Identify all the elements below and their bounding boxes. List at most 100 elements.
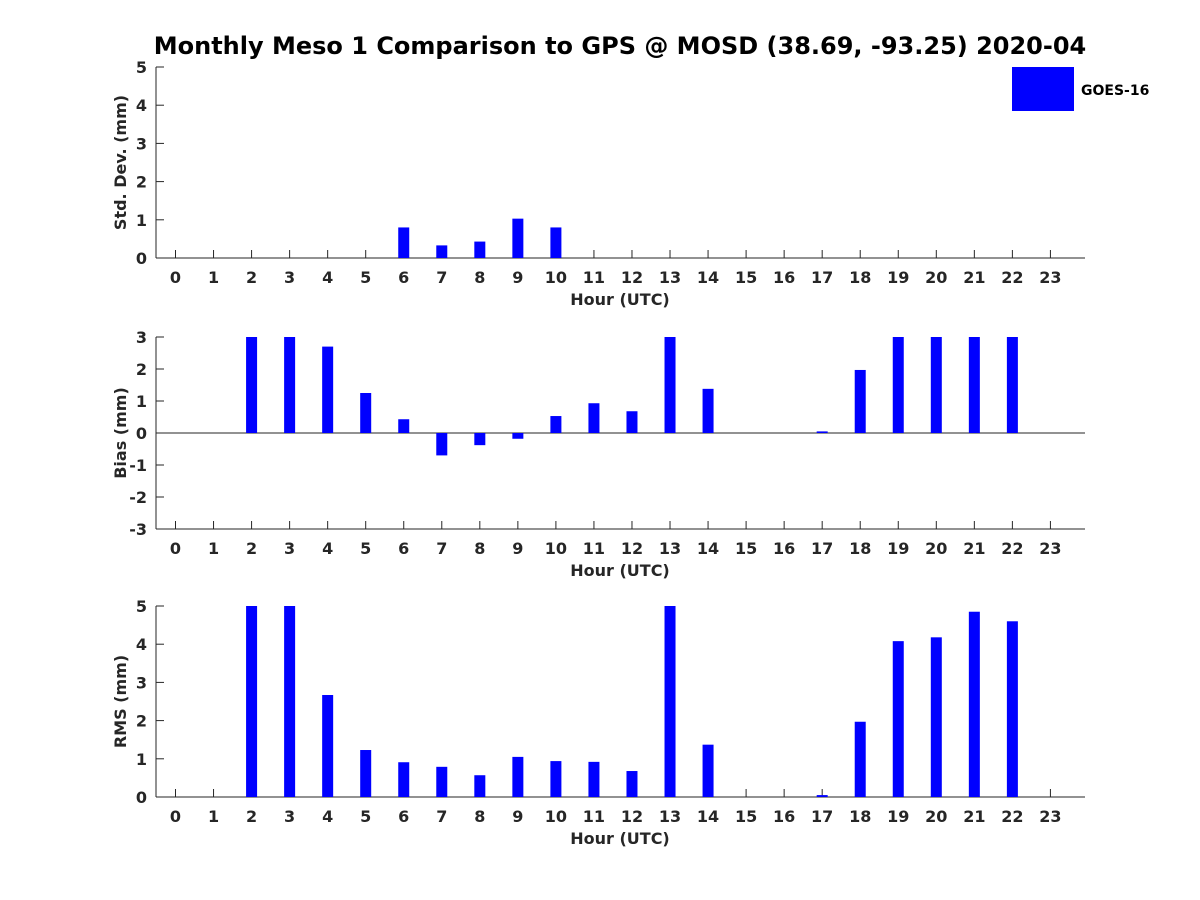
std-dev-bar-hour-6 [398, 227, 410, 258]
bias-y-tick-label: -1 [129, 456, 147, 475]
std-dev-x-tick-label: 10 [545, 268, 567, 287]
bias-bar-hour-2 [246, 337, 258, 433]
rms-x-tick-label: 22 [1001, 807, 1023, 826]
rms-y-tick-label: 4 [136, 635, 147, 654]
std-dev-x-tick-label: 18 [849, 268, 871, 287]
bias-bar-hour-18 [854, 369, 866, 433]
rms-bar-hour-17 [816, 795, 828, 797]
rms-bar-hour-6 [398, 762, 410, 797]
bias-bar-hour-12 [626, 411, 638, 433]
rms-y-tick-label: 0 [136, 788, 147, 807]
bias-x-tick-label: 3 [284, 539, 295, 558]
std-dev-y-tick-label: 0 [136, 249, 147, 268]
std-dev-x-tick-label: 4 [322, 268, 333, 287]
bias-y-tick-label: 1 [136, 392, 147, 411]
std-dev-x-tick-label: 2 [246, 268, 257, 287]
std-dev-x-tick-label: 15 [735, 268, 757, 287]
rms-y-tick-label: 3 [136, 673, 147, 692]
rms-bar-hour-21 [968, 611, 980, 797]
bias-y-tick-label: 0 [136, 424, 147, 443]
bias-x-tick-label: 4 [322, 539, 333, 558]
bias-y-tick-label: 3 [136, 328, 147, 347]
bias-x-tick-label: 23 [1039, 539, 1061, 558]
rms-x-tick-label: 9 [512, 807, 523, 826]
bias-x-tick-label: 6 [398, 539, 409, 558]
bias-bar-hour-17 [816, 431, 828, 433]
rms-bar-hour-20 [930, 637, 942, 797]
bias-x-tick-label: 18 [849, 539, 871, 558]
rms-y-tick-label: 5 [136, 597, 147, 616]
rms-x-tick-label: 5 [360, 807, 371, 826]
legend: GOES-16 [1012, 67, 1149, 111]
figure-title: Monthly Meso 1 Comparison to GPS @ MOSD … [154, 32, 1087, 60]
bias-x-tick-label: 16 [773, 539, 795, 558]
bias-bar-hour-21 [968, 337, 980, 433]
rms-x-tick-label: 1 [208, 807, 219, 826]
rms-x-tick-label: 14 [697, 807, 719, 826]
std-dev-x-tick-label: 3 [284, 268, 295, 287]
rms-bar-hour-10 [550, 761, 562, 797]
legend-swatch [1012, 67, 1074, 111]
rms-y-label: RMS (mm) [111, 655, 130, 748]
rms-x-tick-label: 15 [735, 807, 757, 826]
bias-y-label: Bias (mm) [111, 387, 130, 479]
rms-bar-hour-7 [436, 766, 448, 797]
legend-label: GOES-16 [1081, 83, 1149, 99]
bias-x-tick-label: 22 [1001, 539, 1023, 558]
rms-x-tick-label: 2 [246, 807, 257, 826]
rms-x-tick-label: 12 [621, 807, 643, 826]
std-dev-x-tick-label: 13 [659, 268, 681, 287]
rms-y-tick-label: 2 [136, 712, 147, 731]
rms-bar-hour-2 [246, 606, 258, 797]
rms-bar-hour-18 [854, 721, 866, 797]
std-dev-y-tick-label: 4 [136, 96, 147, 115]
rms-x-tick-label: 13 [659, 807, 681, 826]
std-dev-x-tick-label: 8 [474, 268, 485, 287]
rms-y-tick-label: 1 [136, 750, 147, 769]
rms-bar-hour-11 [588, 761, 600, 797]
std-dev-x-tick-label: 19 [887, 268, 909, 287]
std-dev-bar-hour-7 [436, 245, 448, 258]
rms-x-tick-label: 18 [849, 807, 871, 826]
std-dev-y-tick-label: 5 [136, 58, 147, 77]
std-dev-bar-hour-10 [550, 227, 562, 258]
rms-x-tick-label: 4 [322, 807, 333, 826]
rms-bar-hour-12 [626, 771, 638, 797]
rms-bar-hour-9 [512, 756, 524, 797]
rms-x-tick-label: 8 [474, 807, 485, 826]
std-dev-bar-hour-8 [474, 241, 486, 258]
std-dev-bar-hour-9 [512, 218, 524, 258]
std-dev-x-tick-label: 23 [1039, 268, 1061, 287]
bias-bar-hour-13 [664, 337, 676, 433]
rms-x-tick-label: 10 [545, 807, 567, 826]
std-dev-x-label: Hour (UTC) [570, 290, 670, 309]
rms-x-tick-label: 7 [436, 807, 447, 826]
bias-bar-hour-19 [892, 337, 904, 433]
rms-x-tick-label: 0 [170, 807, 181, 826]
rms-bar-hour-5 [360, 750, 372, 797]
bias-x-tick-label: 8 [474, 539, 485, 558]
std-dev-x-tick-label: 0 [170, 268, 181, 287]
rms-x-tick-label: 17 [811, 807, 833, 826]
std-dev-x-tick-label: 20 [925, 268, 947, 287]
rms-x-tick-label: 3 [284, 807, 295, 826]
bias-bar-hour-22 [1006, 337, 1018, 433]
bias-bar-hour-14 [702, 388, 714, 433]
rms-x-tick-label: 21 [963, 807, 985, 826]
rms-x-tick-label: 20 [925, 807, 947, 826]
bias-y-tick-label: 2 [136, 360, 147, 379]
std-dev-x-tick-label: 7 [436, 268, 447, 287]
rms-bar-hour-3 [284, 606, 296, 797]
std-dev-x-tick-label: 17 [811, 268, 833, 287]
bias-x-tick-label: 13 [659, 539, 681, 558]
std-dev-x-tick-label: 9 [512, 268, 523, 287]
bias-bar-hour-7 [436, 433, 448, 456]
std-dev-x-tick-label: 12 [621, 268, 643, 287]
rms-x-label: Hour (UTC) [570, 829, 670, 848]
std-dev-x-tick-label: 11 [583, 268, 605, 287]
bias-x-tick-label: 1 [208, 539, 219, 558]
